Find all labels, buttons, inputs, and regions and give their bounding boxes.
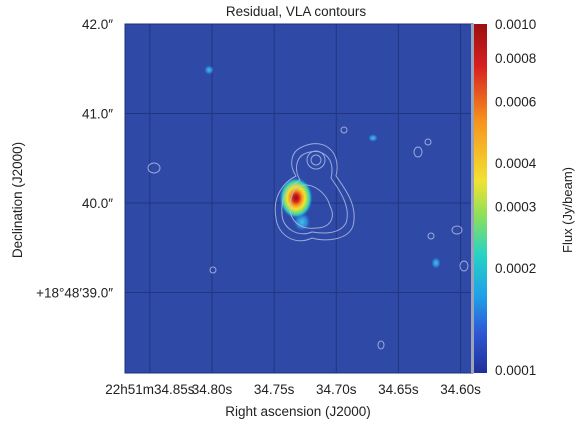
contour-small (340, 126, 348, 134)
y-tick-label: 42.0″ (82, 17, 113, 32)
contour-small (209, 266, 217, 274)
noise-blob (368, 134, 378, 142)
noise-blob (431, 257, 441, 269)
contour-inner (289, 184, 333, 229)
x-tick-label: 22h51m34.85s (105, 382, 195, 397)
x-tick-label: 34.65s (378, 382, 419, 397)
x-tick-label: 34.80s (192, 382, 233, 397)
primary-source (279, 177, 313, 219)
colorbar-tick-label: 0.0002 (495, 261, 536, 276)
contour-small (451, 225, 463, 235)
emission (204, 65, 441, 269)
colorbar-label: Flux (Jy/beam) (560, 167, 575, 253)
y-axis-ticks: 42.0″ 41.0″ 40.0″ +18°48′39.0″ (36, 17, 113, 300)
y-tick-label: 40.0″ (82, 196, 113, 211)
noise-blob (204, 65, 214, 75)
colorbar-tick-label: 0.0001 (495, 363, 536, 378)
colorbar-tick-label: 0.0003 (495, 199, 536, 214)
colorbar-divider (471, 24, 474, 373)
contour-small (424, 138, 432, 146)
colorbar-tick-label: 0.0010 (495, 17, 536, 32)
colorbar-tick-label: 0.0008 (495, 51, 536, 66)
y-axis-label: Declination (J2000) (10, 142, 25, 258)
x-tick-label: 34.70s (316, 382, 357, 397)
x-tick-label: 34.60s (440, 382, 481, 397)
y-tick-label: +18°48′39.0″ (36, 285, 113, 300)
chart-title: Residual, VLA contours (226, 4, 367, 19)
x-tick-label: 34.75s (254, 382, 295, 397)
x-axis-label: Right ascension (J2000) (225, 404, 371, 419)
y-tick-label: 41.0″ (82, 106, 113, 121)
contour-small (147, 162, 161, 174)
contour-ring (310, 154, 322, 166)
vla-contours (147, 126, 469, 350)
image-panel (124, 23, 474, 374)
contour-small (377, 340, 385, 350)
contour-small (413, 146, 423, 158)
colorbar-tick-label: 0.0006 (495, 94, 536, 109)
contour-ring (306, 150, 326, 170)
contour-mid (281, 151, 348, 235)
contour-small (459, 260, 469, 272)
colorbar-strip (473, 24, 487, 373)
colorbar-tick-label: 0.0004 (495, 156, 537, 171)
colorbar: 0.0010 0.0008 0.0006 0.0004 0.0003 0.0002 0.00… (471, 17, 575, 378)
colorbar-ticks: 0.0010 0.0008 0.0006 0.0004 0.0003 0.0002 0.00… (495, 17, 537, 378)
contour-small (427, 232, 435, 240)
contour-outer (274, 143, 355, 242)
